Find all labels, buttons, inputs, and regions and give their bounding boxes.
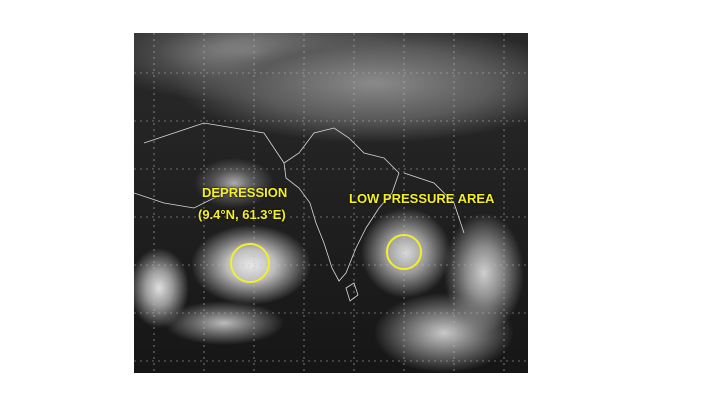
depression-label: DEPRESSION <box>202 185 288 200</box>
low-pressure-circle-marker <box>386 234 422 270</box>
coastline <box>134 122 465 302</box>
depression-coordinates: (9.4°N, 61.3°E) <box>198 207 286 222</box>
satellite-image: DEPRESSION (9.4°N, 61.3°E) LOW PRESSURE … <box>134 33 528 373</box>
lat-lon-grid <box>134 33 528 373</box>
depression-circle-marker <box>230 243 270 283</box>
low-pressure-area-label: LOW PRESSURE AREA <box>349 191 495 206</box>
